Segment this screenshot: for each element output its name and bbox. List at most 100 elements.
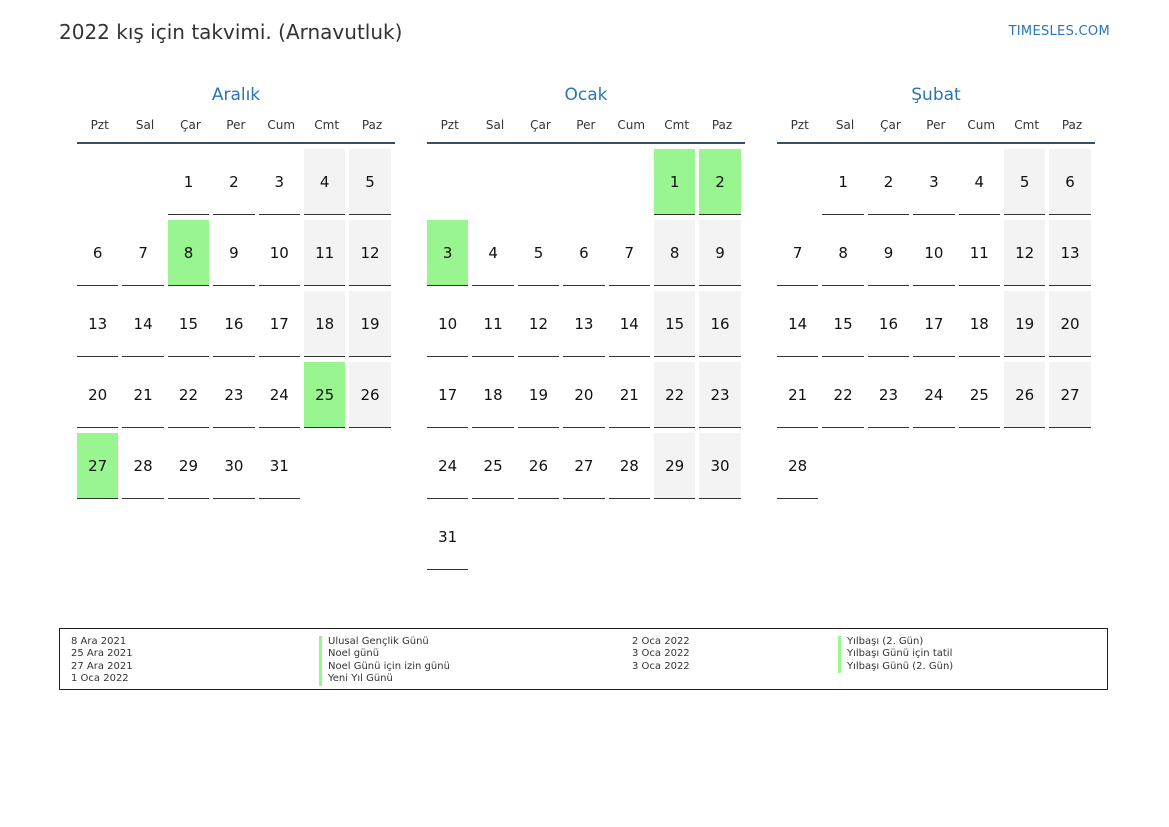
day-cell: 25 — [303, 362, 346, 428]
legend-date: 3 Oca 2022 — [632, 660, 690, 672]
calendar-months: Aralık Pzt Sal Çar Per Cum Cmt Paz 1 2 3 4 5 6 7 8 9 10… — [77, 82, 1095, 570]
day-cell: 2 — [699, 149, 741, 215]
weekday-label: Çar — [530, 118, 551, 132]
day-cell: 30 — [213, 433, 255, 499]
legend-holiday-name: Noel Günü için izin günü — [319, 660, 450, 674]
empty-cell — [472, 149, 513, 215]
day-cell: 2 — [213, 149, 255, 215]
month-title: Ocak — [564, 85, 608, 105]
day-cell: 24 — [913, 362, 955, 428]
day-cell: 7 — [777, 220, 819, 286]
weekday-label: Cmt — [664, 118, 690, 132]
day-cell: 26 — [349, 362, 391, 428]
day-cell: 18 — [958, 291, 1000, 357]
day-cell: 16 — [867, 291, 910, 357]
legend-holiday-name: Noel günü — [319, 648, 450, 661]
day-cell: 25 — [958, 362, 1000, 428]
legend-names-col-2: Yılbaşı (2. Gün) Yılbaşı Günü için tatil… — [838, 636, 953, 674]
day-cell: 12 — [349, 220, 391, 286]
day-cell: 30 — [699, 433, 741, 499]
day-cell: 9 — [867, 220, 910, 286]
day-cell: 27 — [77, 433, 119, 499]
day-cell: 15 — [822, 291, 864, 357]
day-cell: 2 — [867, 149, 910, 215]
weekday-label: Cum — [617, 118, 646, 132]
day-cell: 21 — [608, 362, 650, 428]
day-cell: 17 — [913, 291, 955, 357]
day-grid: 1 2 3 4 5 6 7 8 9 10 11 12 13 14 15 16 17 18 19 20 21 22 23 24 2… — [77, 149, 395, 499]
day-cell: 20 — [77, 362, 119, 428]
weekday-label: Çar — [180, 118, 201, 132]
weekday-header: Pzt Sal Çar Per Cum Cmt Paz — [777, 108, 1095, 144]
legend-date: 8 Ara 2021 — [71, 636, 127, 647]
legend-date: 25 Ara 2021 — [71, 648, 133, 660]
weekday-label: Per — [576, 118, 596, 132]
day-cell: 16 — [213, 291, 255, 357]
weekday-header: Pzt Sal Çar Per Cum Cmt Paz — [427, 108, 745, 144]
legend-dates-col-2: 2 Oca 2022 3 Oca 2022 3 Oca 2022 — [632, 636, 690, 673]
day-cell: 12 — [1003, 220, 1046, 286]
weekday-label: Pzt — [440, 118, 459, 132]
day-cell: 22 — [653, 362, 696, 428]
month-subat: Şubat Pzt Sal Çar Per Cum Cmt Paz 1 2 3 4 5 6 7 8 9 10 1… — [777, 82, 1095, 499]
day-cell: 15 — [167, 291, 210, 357]
day-cell: 4 — [958, 149, 1000, 215]
day-cell: 24 — [427, 433, 469, 499]
legend-date: 27 Ara 2021 — [71, 660, 133, 672]
empty-cell — [518, 149, 559, 215]
day-cell: 5 — [517, 220, 560, 286]
legend-holiday-name: Yılbaşı (2. Gün) — [838, 636, 953, 649]
day-cell: 22 — [822, 362, 864, 428]
day-cell: 28 — [122, 433, 164, 499]
day-cell: 31 — [427, 504, 469, 570]
day-cell: 20 — [563, 362, 605, 428]
day-cell: 23 — [867, 362, 910, 428]
weekday-label: Cmt — [314, 118, 340, 132]
day-cell: 17 — [427, 362, 469, 428]
day-cell: 24 — [258, 362, 300, 428]
day-cell: 3 — [913, 149, 955, 215]
site-link[interactable]: TIMESLES.COM — [1008, 24, 1110, 39]
weekday-label: Cum — [967, 118, 996, 132]
day-cell: 29 — [653, 433, 696, 499]
day-cell: 1 — [653, 149, 696, 215]
day-cell: 17 — [258, 291, 300, 357]
legend-holiday-name: Ulusal Gençlik Günü — [319, 636, 450, 649]
day-cell: 4 — [472, 220, 514, 286]
empty-cell — [77, 149, 118, 215]
day-cell: 14 — [777, 291, 819, 357]
day-cell: 18 — [303, 291, 346, 357]
day-cell: 3 — [258, 149, 300, 215]
day-grid: 1 2 3 4 5 6 7 8 9 10 11 12 13 14 15 16 17 18 19 20 21 22 23 24 2… — [427, 149, 745, 570]
day-cell: 14 — [608, 291, 650, 357]
legend-holiday-name: Yılbaşı Günü için tatil — [838, 648, 953, 661]
day-cell: 23 — [213, 362, 255, 428]
day-cell: 1 — [822, 149, 864, 215]
day-cell: 15 — [653, 291, 696, 357]
day-cell: 5 — [1003, 149, 1046, 215]
day-cell: 26 — [1003, 362, 1046, 428]
day-cell: 29 — [167, 433, 210, 499]
day-cell: 13 — [1049, 220, 1091, 286]
day-cell: 16 — [699, 291, 741, 357]
month-ocak: Ocak Pzt Sal Çar Per Cum Cmt Paz 1 2 3 4 5 6 7 8 9 10 11… — [427, 82, 745, 570]
weekday-label: Cmt — [1014, 118, 1040, 132]
day-grid: 1 2 3 4 5 6 7 8 9 10 11 12 13 14 15 16 17 18 19 20 21 22 23 24 2… — [777, 149, 1095, 499]
day-cell: 9 — [699, 220, 741, 286]
day-cell: 18 — [472, 362, 514, 428]
month-aralik: Aralık Pzt Sal Çar Per Cum Cmt Paz 1 2 3 4 5 6 7 8 9 10… — [77, 82, 395, 499]
month-title: Şubat — [911, 85, 961, 105]
day-cell: 31 — [258, 433, 300, 499]
day-cell: 21 — [777, 362, 819, 428]
legend-date: 1 Oca 2022 — [71, 673, 129, 685]
day-cell: 27 — [1049, 362, 1091, 428]
day-cell: 11 — [472, 291, 514, 357]
day-cell: 6 — [563, 220, 605, 286]
day-cell: 26 — [517, 433, 560, 499]
day-cell: 13 — [563, 291, 605, 357]
day-cell: 27 — [563, 433, 605, 499]
weekday-label: Sal — [135, 118, 155, 132]
day-cell: 1 — [167, 149, 210, 215]
day-cell: 8 — [822, 220, 864, 286]
day-cell: 21 — [122, 362, 164, 428]
